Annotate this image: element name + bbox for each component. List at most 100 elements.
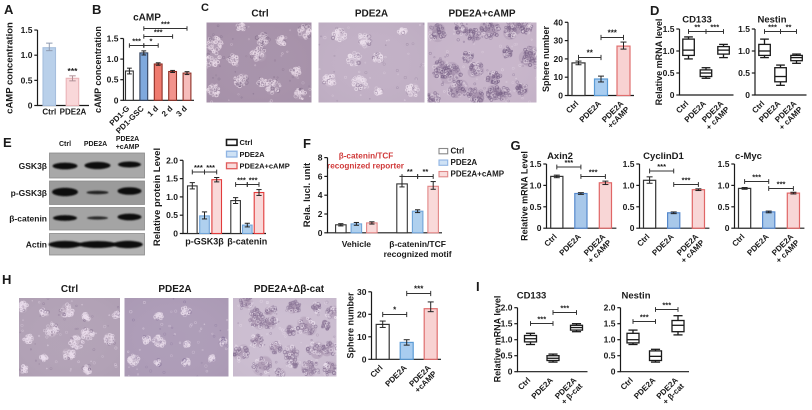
svg-text:0.5: 0.5 [604,351,616,361]
svg-text:0.5: 0.5 [501,351,513,361]
svg-text:cAMP: cAMP [133,13,161,24]
svg-text:0: 0 [725,223,730,233]
svg-text:CD133: CD133 [682,15,712,26]
svg-text:0: 0 [114,95,119,105]
svg-text:0: 0 [670,90,675,100]
svg-text:Ctrl: Ctrl [251,9,268,20]
svg-text:0.5: 0.5 [718,202,730,212]
svg-text:Ctrl: Ctrl [42,108,56,117]
svg-text:Vehicle: Vehicle [342,239,372,249]
svg-text:*: * [150,36,153,45]
svg-text:Relative mRNA level: Relative mRNA level [493,296,503,383]
svg-text:0.5: 0.5 [530,202,542,212]
svg-text:***: *** [237,176,246,185]
svg-text:PDE2A: PDE2A [84,141,107,148]
svg-text:Relative protein Level: Relative protein Level [152,148,163,246]
svg-text:0: 0 [558,91,563,101]
svg-text:30: 30 [357,287,367,297]
svg-text:10: 10 [554,72,564,82]
svg-text:20: 20 [554,54,564,64]
svg-text:1.0: 1.0 [604,335,616,345]
svg-text:D: D [650,3,659,18]
svg-text:1.0: 1.0 [501,335,513,345]
svg-text:PDE2A: PDE2A [158,284,191,295]
svg-text:***: *** [752,173,761,182]
svg-text:2.0: 2.0 [604,303,616,313]
svg-text:PDE2A: PDE2A [355,9,388,20]
svg-text:**: ** [786,23,792,32]
svg-text:1.5: 1.5 [501,319,513,329]
svg-text:1.0: 1.0 [623,180,635,190]
svg-text:G: G [511,138,521,153]
svg-text:0.5: 0.5 [21,75,33,85]
svg-text:***: *** [768,23,777,32]
svg-text:β-catenin: β-catenin [9,214,47,224]
svg-text:4: 4 [318,190,323,200]
svg-text:PDE2A+cAMP: PDE2A+cAMP [449,9,516,20]
svg-text:**: ** [407,167,413,176]
svg-text:0: 0 [611,367,616,377]
svg-text:***: *** [657,162,666,171]
svg-text:PDE2A: PDE2A [116,136,139,143]
svg-text:PDE2A+cAMP: PDE2A+cAMP [451,170,505,179]
svg-text:0: 0 [362,354,367,364]
svg-text:2: 2 [318,209,323,219]
svg-text:0: 0 [630,223,635,233]
svg-text:β-catenin/TCF: β-catenin/TCF [389,239,446,249]
svg-text:10: 10 [357,332,367,342]
svg-text:Axin2: Axin2 [547,151,573,162]
svg-text:Sphere number: Sphere number [541,25,551,92]
svg-text:*: * [393,306,397,315]
svg-text:Rela. lucl. unit: Rela. lucl. unit [302,162,313,227]
svg-text:PDE2A+Δβ-cat: PDE2A+Δβ-cat [254,284,325,295]
svg-text:0.5: 0.5 [738,68,750,78]
svg-text:***: *** [154,27,163,36]
svg-text:0: 0 [318,228,323,238]
svg-text:Relative mRNA Level: Relative mRNA Level [520,151,530,241]
svg-text:Ctrl: Ctrl [451,147,465,156]
svg-text:B: B [92,2,101,17]
svg-text:1.0: 1.0 [663,46,675,56]
svg-text:***: *** [662,301,671,310]
svg-text:***: *** [682,176,691,185]
svg-text:0: 0 [745,90,750,100]
svg-text:30: 30 [554,36,564,46]
svg-text:cAMP concentration: cAMP concentration [93,26,103,113]
svg-text:Ctrl: Ctrl [240,138,253,147]
svg-text:Ctrl: Ctrl [59,141,71,148]
svg-text:0: 0 [173,229,178,239]
svg-text:Actin: Actin [26,240,47,250]
svg-text:***: *** [132,36,141,45]
svg-text:***: *** [537,315,546,324]
svg-text:***: *** [777,180,786,189]
svg-text:6: 6 [318,171,323,181]
svg-text:***: *** [68,66,79,76]
svg-text:***: *** [194,163,203,172]
svg-text:1.0: 1.0 [738,46,750,56]
svg-text:Nestin: Nestin [757,15,786,26]
svg-text:p-GSK3β: p-GSK3β [185,237,224,247]
svg-text:0: 0 [28,101,33,111]
svg-text:8: 8 [318,153,323,163]
svg-text:CD133: CD133 [517,291,547,302]
svg-text:0.5: 0.5 [107,75,119,85]
svg-text:H: H [2,272,11,287]
svg-text:0.5: 0.5 [623,202,635,212]
svg-text:PDE2A: PDE2A [451,158,478,167]
svg-text:1.0: 1.0 [530,180,542,190]
svg-text:1.0: 1.0 [166,192,178,202]
svg-text:1.5: 1.5 [604,319,616,329]
svg-text:40: 40 [554,17,564,27]
svg-text:***: *** [414,285,424,294]
svg-text:20: 20 [357,309,367,319]
svg-text:0: 0 [537,223,542,233]
svg-text:1.5: 1.5 [166,174,178,184]
svg-text:C: C [201,2,209,14]
svg-text:PDE2A+cAMP: PDE2A+cAMP [240,162,290,171]
svg-text:0: 0 [508,367,513,377]
svg-text:***: *** [564,158,573,167]
svg-text:1.5: 1.5 [623,159,635,169]
svg-text:β-catenin: β-catenin [227,237,267,247]
svg-text:1.0: 1.0 [107,54,119,64]
svg-text:1.5: 1.5 [663,24,675,34]
